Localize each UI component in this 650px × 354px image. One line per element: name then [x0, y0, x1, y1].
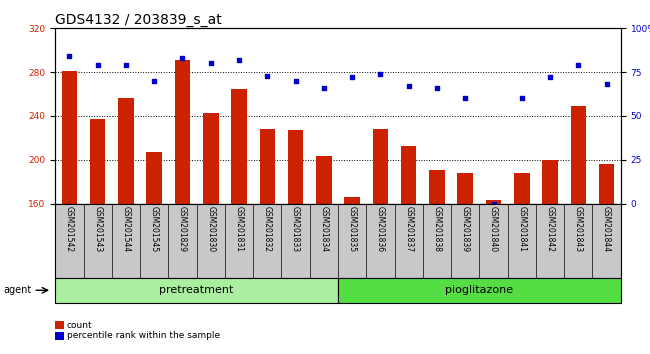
Text: GSM201835: GSM201835 — [348, 206, 357, 252]
Bar — [486, 200, 501, 204]
Point — [205, 61, 216, 66]
Bar — [90, 119, 105, 204]
Point — [291, 78, 301, 84]
Text: pretreatment: pretreatment — [159, 285, 234, 295]
Text: GSM201841: GSM201841 — [517, 206, 526, 252]
Bar — [599, 164, 614, 204]
Bar — [514, 173, 530, 204]
Bar — [146, 152, 162, 204]
Bar — [118, 98, 134, 204]
Bar — [542, 160, 558, 204]
Text: GSM201829: GSM201829 — [178, 206, 187, 252]
Point — [121, 62, 131, 68]
Text: GSM201833: GSM201833 — [291, 206, 300, 252]
Text: GSM201839: GSM201839 — [461, 206, 470, 252]
Point — [64, 53, 75, 59]
Bar — [571, 106, 586, 204]
Text: pioglitazone: pioglitazone — [445, 285, 514, 295]
Point — [517, 96, 527, 101]
Text: GSM201838: GSM201838 — [432, 206, 441, 252]
Point — [432, 85, 442, 91]
Text: GSM201831: GSM201831 — [235, 206, 244, 252]
Bar — [55, 278, 338, 303]
Bar — [288, 130, 304, 204]
Text: GSM201832: GSM201832 — [263, 206, 272, 252]
Point — [92, 62, 103, 68]
Text: GSM201545: GSM201545 — [150, 206, 159, 252]
Point — [149, 78, 159, 84]
Text: GDS4132 / 203839_s_at: GDS4132 / 203839_s_at — [55, 13, 222, 27]
Point — [177, 55, 188, 61]
Text: GSM201544: GSM201544 — [122, 206, 131, 252]
Point — [347, 75, 358, 80]
Point — [488, 201, 499, 206]
Bar — [429, 170, 445, 204]
Point — [573, 62, 584, 68]
Text: GSM201843: GSM201843 — [574, 206, 583, 252]
Point — [375, 71, 385, 77]
Point — [601, 81, 612, 87]
Point — [234, 57, 244, 63]
Text: count: count — [67, 321, 92, 330]
Point — [318, 85, 329, 91]
Bar — [203, 113, 218, 204]
Text: GSM201844: GSM201844 — [602, 206, 611, 252]
Bar — [231, 88, 247, 204]
Text: percentile rank within the sample: percentile rank within the sample — [67, 331, 220, 341]
Point — [545, 75, 555, 80]
Point — [404, 83, 414, 89]
Bar — [175, 60, 190, 204]
Text: GSM201830: GSM201830 — [206, 206, 215, 252]
Bar — [62, 71, 77, 204]
Bar — [344, 197, 360, 204]
Text: GSM201842: GSM201842 — [545, 206, 554, 252]
Text: GSM201837: GSM201837 — [404, 206, 413, 252]
Text: GSM201543: GSM201543 — [93, 206, 102, 252]
Point — [460, 96, 471, 101]
Bar — [338, 278, 621, 303]
Text: agent: agent — [3, 285, 31, 295]
Text: GSM201834: GSM201834 — [319, 206, 328, 252]
Text: GSM201836: GSM201836 — [376, 206, 385, 252]
Text: GSM201840: GSM201840 — [489, 206, 498, 252]
Bar — [401, 145, 417, 204]
Point — [262, 73, 272, 79]
Bar — [372, 129, 388, 204]
Bar — [458, 173, 473, 204]
Bar — [316, 156, 332, 204]
Bar — [259, 129, 275, 204]
Text: GSM201542: GSM201542 — [65, 206, 74, 252]
